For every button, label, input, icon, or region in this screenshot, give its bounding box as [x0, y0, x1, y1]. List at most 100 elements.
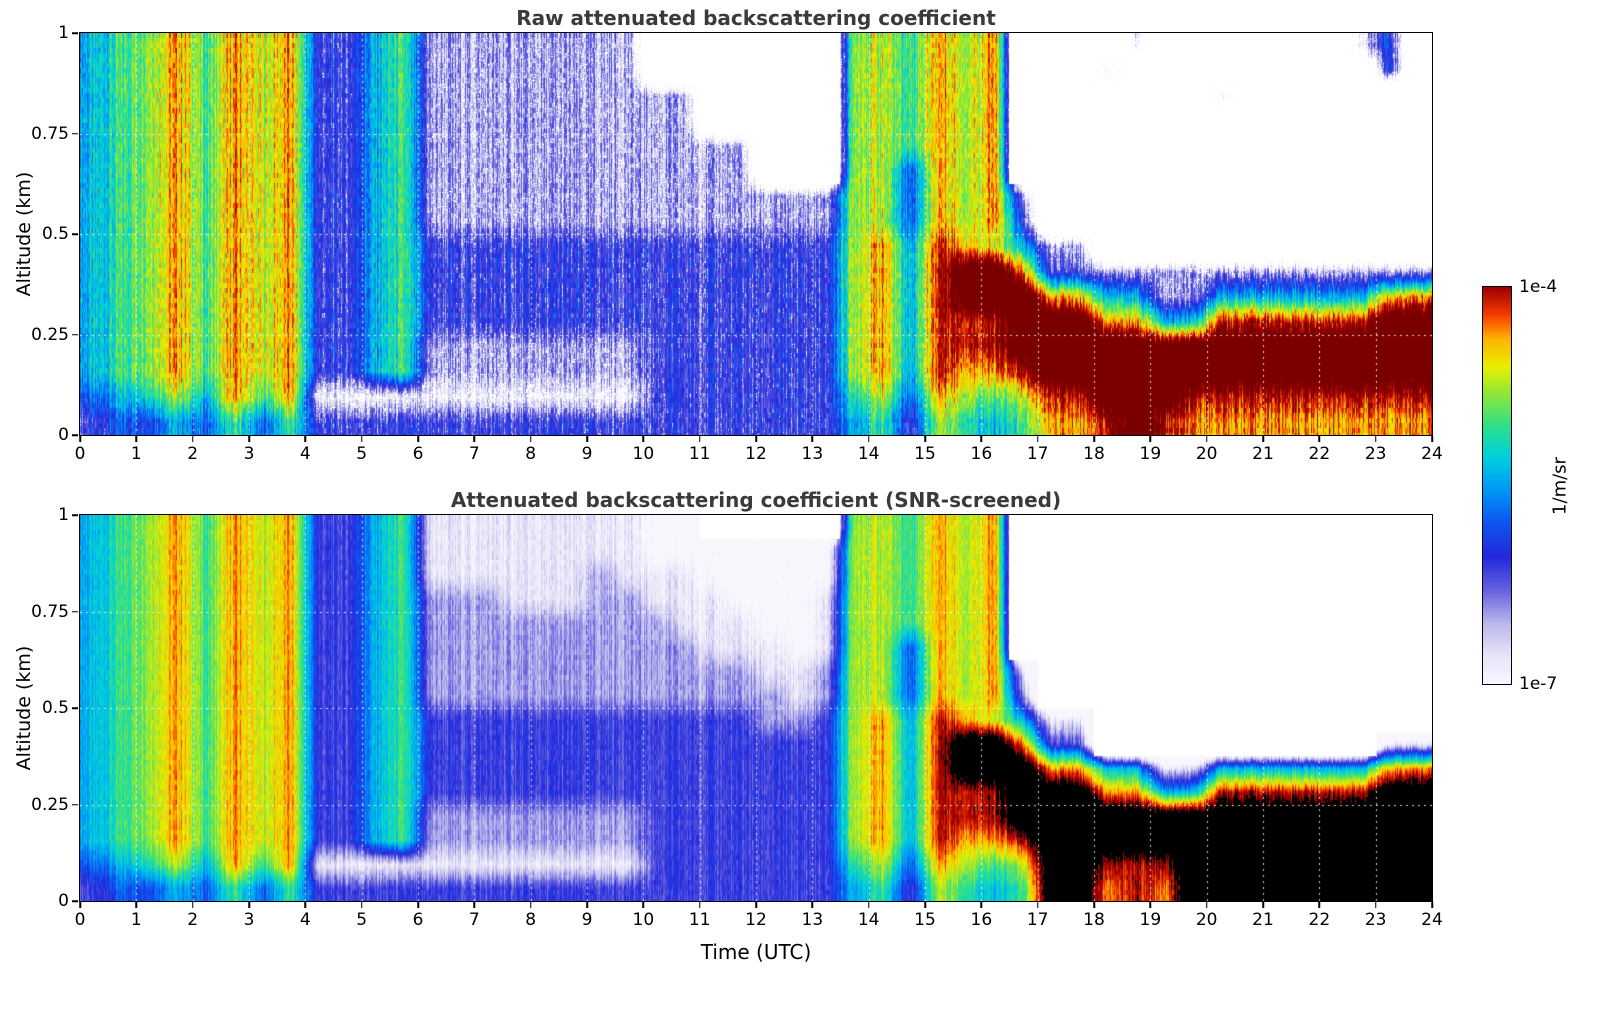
- x-tick-label: 10: [632, 910, 655, 930]
- x-tick-mark: [79, 436, 81, 442]
- x-tick-label: 23: [1364, 910, 1387, 930]
- x-tick-label: 18: [1083, 444, 1105, 464]
- x-tick-label: 24: [1421, 444, 1443, 464]
- x-tick-label: 14: [857, 444, 880, 464]
- x-tick-mark: [1149, 436, 1152, 442]
- x-tick-mark: [980, 902, 983, 908]
- x-tick-label: 12: [745, 444, 767, 464]
- y-tick-mark: [72, 32, 78, 34]
- y-tick-label: 0.25: [31, 324, 69, 345]
- x-tick-mark: [1093, 436, 1095, 442]
- x-tick-label: 18: [1083, 910, 1105, 930]
- x-tick-label: 19: [1139, 910, 1162, 930]
- x-tick-mark: [698, 902, 701, 908]
- x-tick-mark: [248, 902, 250, 908]
- colorbar-unit-label: 1/m/sr: [1549, 457, 1571, 515]
- y-tick-label: 0.75: [31, 601, 69, 622]
- x-tick-label: 16: [970, 444, 993, 464]
- x-tick-mark: [135, 902, 138, 908]
- screened-plot-area: [79, 514, 1433, 902]
- x-tick-label: 6: [412, 910, 424, 930]
- x-tick-label: 3: [243, 910, 255, 930]
- x-tick-label: 2: [187, 910, 199, 930]
- x-tick-label: 15: [914, 444, 936, 464]
- x-tick-label: 23: [1364, 444, 1387, 464]
- raw-heatmap-canvas: [80, 33, 1432, 435]
- x-tick-label: 1: [130, 444, 142, 464]
- x-tick-mark: [191, 436, 194, 442]
- x-tick-mark: [586, 436, 588, 442]
- x-tick-label: 21: [1252, 444, 1274, 464]
- x-tick-mark: [1093, 902, 1095, 908]
- x-tick-mark: [529, 902, 532, 908]
- x-tick-label: 3: [243, 444, 255, 464]
- x-tick-label: 5: [356, 444, 368, 464]
- y-tick-label: 0.75: [31, 123, 69, 144]
- x-tick-mark: [924, 902, 926, 908]
- x-tick-mark: [473, 436, 476, 442]
- y-tick-mark: [72, 707, 78, 709]
- x-tick-mark: [304, 902, 307, 908]
- x-tick-mark: [1374, 902, 1377, 908]
- x-tick-mark: [924, 436, 926, 442]
- x-tick-mark: [811, 902, 814, 908]
- x-tick-mark: [1149, 902, 1152, 908]
- y-tick-mark: [72, 434, 78, 436]
- x-tick-label: 0: [74, 910, 86, 930]
- x-tick-mark: [586, 902, 588, 908]
- x-tick-label: 7: [468, 444, 480, 464]
- x-tick-label: 4: [299, 910, 311, 930]
- raw-plot-title: Raw attenuated backscattering coefficien…: [516, 6, 996, 30]
- x-tick-mark: [811, 436, 814, 442]
- x-tick-mark: [1318, 436, 1321, 442]
- screened-plot-title: Attenuated backscattering coefficient (S…: [450, 488, 1062, 512]
- colorbar-gradient: [1483, 287, 1511, 684]
- x-tick-mark: [1374, 436, 1377, 442]
- x-tick-label: 0: [74, 444, 86, 464]
- x-tick-label: 5: [356, 910, 368, 930]
- x-tick-mark: [1431, 436, 1433, 442]
- x-tick-label: 10: [632, 444, 655, 464]
- x-tick-mark: [642, 902, 645, 908]
- x-tick-label: 13: [801, 444, 824, 464]
- x-tick-label: 8: [525, 910, 537, 930]
- x-tick-label: 9: [581, 444, 593, 464]
- x-tick-label: 16: [970, 910, 993, 930]
- x-tick-label: 11: [688, 910, 711, 930]
- x-tick-mark: [191, 902, 194, 908]
- x-tick-mark: [1036, 902, 1039, 908]
- x-tick-label: 6: [412, 444, 424, 464]
- x-tick-mark: [1036, 436, 1039, 442]
- x-tick-mark: [642, 436, 645, 442]
- x-tick-mark: [867, 902, 870, 908]
- x-tick-mark: [1431, 902, 1433, 908]
- x-tick-mark: [867, 436, 870, 442]
- x-tick-label: 1: [130, 910, 142, 930]
- x-tick-label: 15: [914, 910, 936, 930]
- y-tick-label: 0: [58, 891, 69, 911]
- y-tick-mark: [72, 900, 78, 902]
- x-axis-label: Time (UTC): [700, 940, 812, 964]
- x-tick-label: 7: [468, 910, 480, 930]
- x-tick-label: 2: [187, 444, 199, 464]
- y-tick-label: 0.5: [41, 224, 69, 244]
- x-tick-mark: [360, 436, 363, 442]
- x-tick-label: 17: [1026, 444, 1049, 464]
- x-tick-mark: [529, 436, 532, 442]
- y-tick-label: 0.5: [41, 698, 69, 718]
- x-tick-mark: [698, 436, 701, 442]
- x-tick-label: 22: [1308, 910, 1331, 930]
- y-tick-mark: [72, 333, 78, 336]
- y-tick-label: 0.25: [31, 794, 69, 815]
- x-tick-mark: [248, 436, 250, 442]
- y-axis-label-bottom: Altitude (km): [13, 645, 35, 771]
- x-tick-mark: [1262, 902, 1264, 908]
- x-tick-label: 17: [1026, 910, 1049, 930]
- x-tick-label: 19: [1139, 444, 1162, 464]
- x-tick-mark: [755, 436, 757, 442]
- x-tick-mark: [304, 436, 307, 442]
- x-tick-label: 12: [745, 910, 767, 930]
- y-axis-label-top: Altitude (km): [13, 171, 35, 297]
- x-tick-label: 20: [1195, 910, 1218, 930]
- x-tick-label: 21: [1252, 910, 1274, 930]
